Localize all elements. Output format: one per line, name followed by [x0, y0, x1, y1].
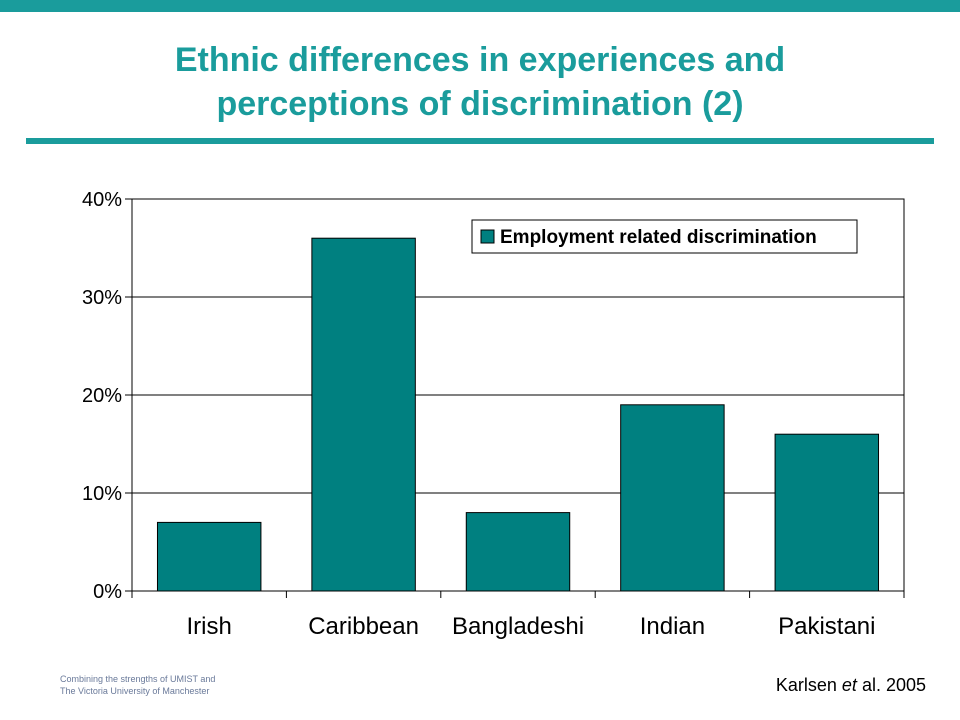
- bar-caribbean: [311, 237, 416, 592]
- x-tick-label: Bangladeshi: [452, 613, 584, 640]
- bar-indian: [620, 404, 725, 592]
- y-tick-label: 10%: [82, 483, 122, 505]
- footer-line-2: The Victoria University of Manchester: [60, 686, 210, 696]
- footer-line-1: Combining the strengths of UMIST and: [60, 674, 216, 684]
- bar-irish: [156, 521, 262, 592]
- bar-bangladeshi: [465, 512, 571, 592]
- x-tick-label: Caribbean: [308, 613, 419, 640]
- slide-title: Ethnic differences in experiences and pe…: [40, 38, 920, 126]
- y-tick-label: 40%: [82, 189, 122, 211]
- citation-author: Karlsen: [775, 675, 842, 695]
- legend-label: Employment related discrimination: [500, 227, 817, 248]
- x-tick-label: Indian: [640, 613, 705, 640]
- x-tick-label: Pakistani: [778, 613, 875, 640]
- top-accent-bar: [0, 0, 960, 12]
- citation-rest: al. 2005: [856, 675, 926, 695]
- slide-title-line-2: perceptions of discrimination (2): [216, 85, 744, 123]
- y-tick-label: 30%: [82, 287, 122, 309]
- citation: Karlsen et al. 2005: [776, 675, 926, 696]
- footer-university-note: Combining the strengths of UMIST and The…: [60, 673, 215, 697]
- title-underline: [26, 138, 934, 144]
- legend-swatch: [480, 229, 495, 244]
- bar-chart: 0% 10% 20% 30% 40% Irish Caribbean Bangladeshi I…: [82, 189, 905, 640]
- bar-pakistani: [774, 433, 880, 592]
- y-tick-label: 20%: [82, 385, 122, 407]
- citation-etal: et: [841, 675, 857, 695]
- x-tick-label: Irish: [187, 613, 232, 640]
- y-tick-label: 0%: [93, 581, 122, 603]
- slide-title-line-1: Ethnic differences in experiences and: [174, 41, 786, 79]
- legend-box: [471, 219, 858, 254]
